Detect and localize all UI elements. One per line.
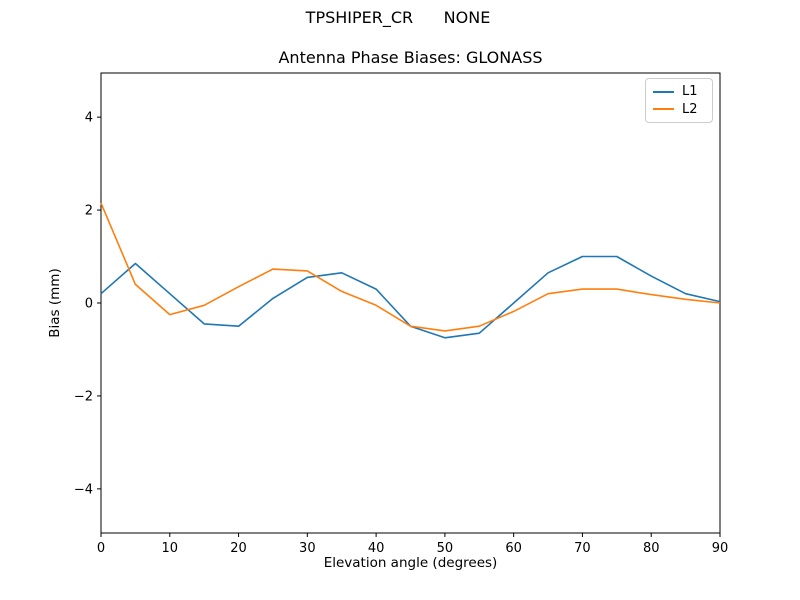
legend-label-l2: L2 (682, 101, 698, 117)
x-tick-label: 70 (574, 541, 591, 556)
x-tick-label: 50 (437, 541, 454, 556)
series-line-l2 (100, 202, 721, 332)
x-tick-label: 60 (505, 541, 522, 556)
chart-title: Antenna Phase Biases: GLONASS (278, 48, 543, 67)
legend-label-l1: L1 (682, 84, 698, 100)
y-axis-label: Bias (mm) (47, 268, 63, 338)
x-tick-label: 0 (97, 541, 105, 556)
y-tick-label: 2 (85, 204, 93, 219)
y-tick-label: −4 (74, 482, 93, 497)
legend: L1 L2 (645, 78, 713, 123)
x-tick-label: 10 (162, 541, 179, 556)
l2-line-swatch (653, 108, 674, 111)
x-tick-label: 40 (368, 541, 385, 556)
y-tick-label: 0 (85, 297, 93, 312)
x-tick-label: 30 (299, 541, 316, 556)
y-tick-label: −2 (74, 389, 93, 404)
legend-item-l1: L1 (653, 85, 712, 98)
l1-line-swatch (653, 90, 674, 93)
y-tick-label: 4 (85, 111, 93, 126)
figure-suptitle: TPSHIPER_CR NONE (305, 8, 491, 27)
axes-frame (100, 72, 721, 534)
x-tick-label: 80 (643, 541, 660, 556)
legend-item-l2: L2 (653, 103, 712, 116)
x-tick-label: 20 (230, 541, 247, 556)
x-tick-label: 90 (712, 541, 729, 556)
x-axis-label: Elevation angle (degrees) (323, 555, 498, 571)
